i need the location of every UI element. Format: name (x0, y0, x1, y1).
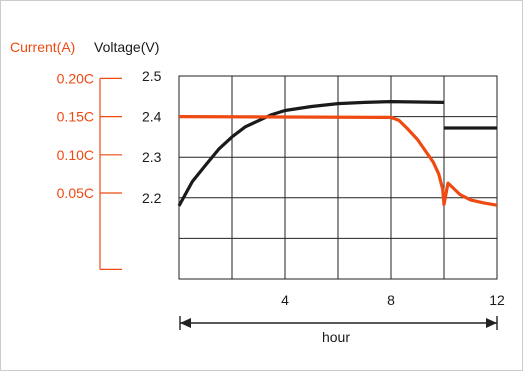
hour-range-arrow (179, 316, 498, 330)
voltage-tick-label: 2.5 (142, 68, 162, 84)
current-tick-label: 0.15C (57, 109, 94, 125)
x-tick-label: 12 (489, 292, 505, 308)
voltage-tick-label: 2.4 (142, 109, 162, 125)
current-axis-label: Current(A) (10, 39, 75, 55)
x-tick-labels: 4 8 12 (281, 292, 505, 308)
x-tick-label: 4 (281, 292, 289, 308)
x-tick-label: 8 (387, 292, 395, 308)
voltage-series-line (177, 99, 445, 207)
x-axis-label: hour (322, 329, 350, 345)
current-tick-label: 0.10C (57, 147, 94, 163)
voltage-axis-label: Voltage(V) (94, 39, 159, 55)
series-lines (177, 99, 498, 207)
current-tick-label: 0.20C (57, 70, 94, 86)
current-tick-label: 0.05C (57, 185, 94, 201)
voltage-tick-label: 2.2 (142, 190, 162, 206)
hour-arrow-left-head (180, 318, 191, 328)
voltage-tick-labels: 2.5 2.4 2.3 2.2 (142, 68, 162, 206)
current-axis: 0.20C 0.15C 0.10C 0.05C (57, 70, 122, 270)
voltage-tick-label: 2.3 (142, 149, 162, 165)
hour-arrow-right-head (486, 318, 497, 328)
current-series-line (178, 115, 498, 207)
